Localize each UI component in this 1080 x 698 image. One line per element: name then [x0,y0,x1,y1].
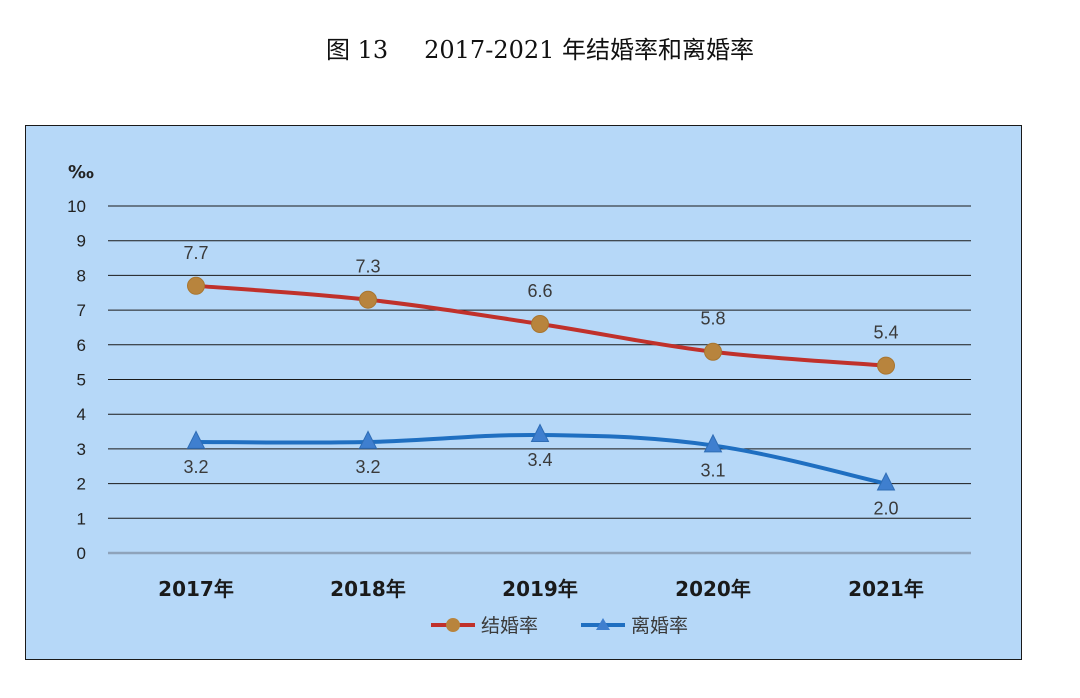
marriage-rate-point [359,290,377,309]
figure-number: 图 13 [325,36,389,64]
divorce-rate-data-label: 3.4 [527,450,552,470]
y-tick-label: 2 [77,475,86,494]
x-tick-label: 2018年 [330,577,406,601]
y-tick-label: 9 [77,232,86,251]
divorce-rate-point [703,433,723,453]
marriage-rate-legend-label: 结婚率 [481,615,538,637]
marriage-rate-point [877,356,895,375]
marriage-rate-data-label: 6.6 [527,281,552,301]
divorce-rate-point [530,423,550,442]
marriage-rate-point [187,276,205,295]
y-tick-label: 3 [77,440,86,459]
y-tick-label: 10 [67,197,86,216]
divorce-rate-legend-marker [596,618,610,630]
y-tick-label: 5 [77,371,86,390]
figure-caption: 2017-2021 年结婚率和离婚率 [424,36,755,64]
divorce-rate-data-label: 2.0 [873,499,898,519]
divorce-rate-data-label: 3.2 [355,457,380,477]
divorce-rate-data-label: 3.2 [183,457,208,477]
divorce-rate-point [876,471,896,491]
y-tick-label: 4 [77,405,86,424]
marriage-rate-point [704,342,722,361]
marriage-rate-data-label: 5.8 [700,309,725,329]
x-tick-label: 2019年 [502,577,578,601]
marriage-rate-data-label: 5.4 [873,323,898,343]
chart-frame: 0 1 2 3 4 5 6 7 8 9 10 ‰ 2017年 2018年 2019年 2020年 2021年 7.… [25,125,1022,660]
divorce-rate-data-label: 3.1 [700,460,725,480]
x-tick-label: 2020年 [675,577,751,601]
y-tick-label: 7 [77,301,86,320]
x-tick-label: 2017年 [158,577,234,601]
y-tick-label: 1 [77,509,86,528]
figure-title: 图 13 2017-2021 年结婚率和离婚率 [0,30,1080,65]
y-tick-label: 0 [77,544,86,563]
y-tick-label: 8 [77,266,86,285]
marriage-rate-data-label: 7.7 [183,243,208,263]
divorce-rate-point [186,430,206,449]
marriage-rate-data-label: 7.3 [355,257,380,277]
y-tick-label: 6 [77,336,86,355]
y-axis-unit-label: ‰ [68,162,94,183]
x-tick-label: 2021年 [848,577,924,601]
marriage-rate-legend-marker [446,618,460,632]
line-chart: 0 1 2 3 4 5 6 7 8 9 10 ‰ 2017年 2018年 2019年 2020年 2021年 7.… [67,162,971,637]
marriage-rate-point [531,314,549,333]
divorce-rate-legend-label: 离婚率 [631,615,688,637]
divorce-rate-point [358,430,378,449]
